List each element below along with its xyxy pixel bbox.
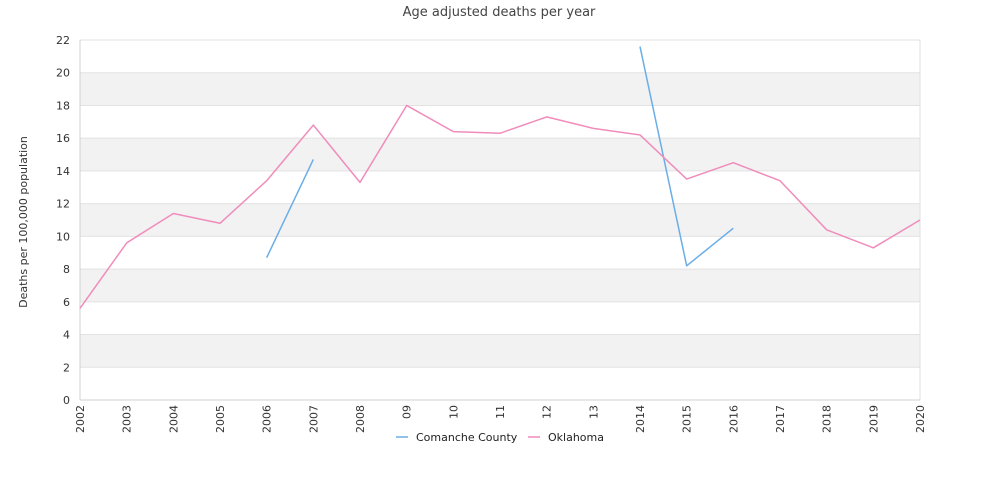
y-tick-label: 8 [63, 263, 70, 276]
y-tick-label: 22 [56, 34, 70, 47]
y-tick-label: 14 [56, 165, 70, 178]
grid-band [80, 72, 920, 106]
legend-label-oklahoma: Oklahoma [548, 431, 604, 444]
grid-band [80, 203, 920, 237]
y-tick-labels: 0 2 4 6 8 10 12 14 16 18 20 22 [56, 34, 70, 407]
series-line-comanche-county [639, 46, 734, 267]
legend: Comanche County Oklahoma [396, 431, 604, 444]
y-tick-label: 0 [63, 394, 70, 407]
x-tick-label: 10 [447, 405, 460, 419]
series-line-comanche-county [265, 159, 315, 258]
y-tick-label: 20 [56, 67, 70, 80]
grid-bands [80, 72, 920, 368]
x-tick-label: 2002 [74, 405, 87, 433]
y-tick-label: 4 [63, 329, 70, 342]
x-tick-label: 2017 [774, 405, 787, 433]
x-tick-label: 2019 [867, 405, 880, 433]
series-line-oklahoma [79, 104, 921, 309]
y-tick-label: 16 [56, 132, 70, 145]
x-tick-label: 2006 [261, 405, 274, 433]
gridlines [80, 39, 920, 401]
chart-title: Age adjusted deaths per year [403, 5, 596, 20]
y-tick-label: 18 [56, 99, 70, 112]
x-tick-label: 12 [541, 405, 554, 419]
x-tick-label: 2008 [354, 405, 367, 433]
x-tick-labels: 2002 2003 2004 2005 2006 2007 2008 09 10 11 12 13 20… [74, 405, 927, 433]
y-tick-label: 10 [56, 230, 70, 243]
x-tick-label: 2015 [681, 405, 694, 433]
x-tick-label: 11 [494, 405, 507, 419]
x-tick-label: 2007 [307, 405, 320, 433]
x-tick-label: 2004 [167, 405, 180, 433]
x-tick-label: 09 [401, 405, 414, 419]
x-tick-label: 13 [587, 405, 600, 419]
y-tick-label: 12 [56, 198, 70, 211]
y-tick-label: 6 [63, 296, 70, 309]
legend-label-comanche-county: Comanche County [416, 431, 518, 444]
grid-band [80, 138, 920, 171]
x-tick-label: 2018 [821, 405, 834, 433]
grid-band [80, 269, 920, 302]
series-lines [79, 46, 921, 309]
x-tick-label: 2020 [914, 405, 927, 433]
x-tick-label: 2005 [214, 405, 227, 433]
x-tick-label: 2014 [634, 405, 647, 433]
y-axis-label: Deaths per 100,000 population [17, 136, 30, 308]
x-tick-label: 2003 [121, 405, 134, 433]
y-tick-label: 2 [63, 361, 70, 374]
x-tick-label: 2016 [727, 405, 740, 433]
grid-band [80, 334, 920, 368]
